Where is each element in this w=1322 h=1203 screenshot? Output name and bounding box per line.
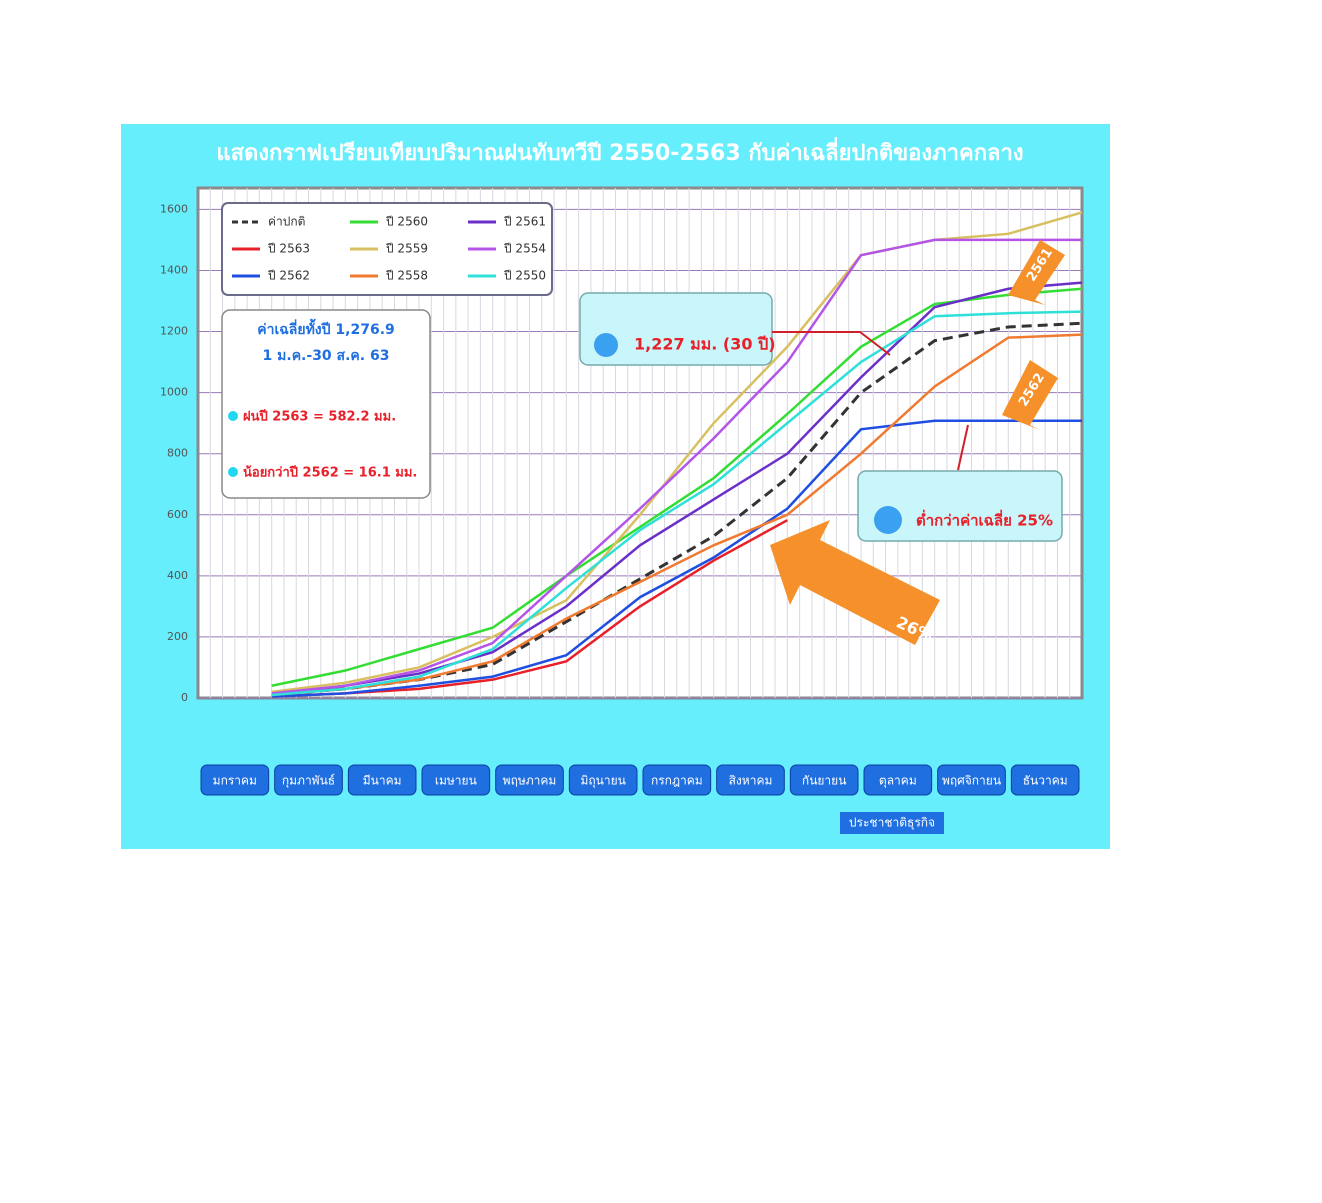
legend-label: ค่าปกติ — [268, 215, 305, 229]
x-tick-label: มิถุนายน — [580, 774, 625, 789]
pointer — [957, 424, 969, 471]
x-tick-label: สิงหาคม — [729, 774, 773, 788]
series-line — [271, 287, 1083, 688]
month-button — [1010, 764, 1080, 796]
info-rain: ฝนปี 2563 = 582.2 มม. — [243, 409, 396, 425]
x-tick-label: ธันวาคม — [1023, 774, 1068, 788]
x-tick-label: ตุลาคม — [879, 774, 917, 789]
cloud-icon — [874, 506, 902, 534]
y-tick-label: 1200 — [160, 325, 188, 338]
series-line — [271, 310, 1083, 697]
arrow — [1008, 240, 1065, 305]
month-button — [347, 764, 417, 796]
x-tick-label: มีนาคม — [363, 774, 402, 788]
source: ประชาชาติธุรกิจ — [849, 816, 935, 831]
month-button — [863, 764, 933, 796]
x-tick-label: เมษายน — [435, 774, 477, 788]
month-button — [568, 764, 638, 796]
month-button — [200, 764, 270, 796]
legend-label: ปี 2550 — [503, 269, 546, 283]
normal-text: 1,227 มม. (30 ปี) — [634, 335, 776, 354]
month-button — [642, 764, 712, 796]
legend-label: ปี 2563 — [267, 242, 310, 256]
arrow — [770, 520, 940, 645]
y-tick-label: 800 — [167, 447, 188, 460]
series-line — [271, 238, 1082, 695]
x-tick-label: พฤศจิกายน — [942, 774, 1001, 788]
series-line — [271, 419, 1082, 698]
legend-label: ปี 2561 — [503, 215, 546, 229]
legend-label: ปี 2562 — [267, 269, 310, 283]
series-line — [271, 333, 1083, 697]
y-tick-label: 1000 — [160, 386, 188, 399]
info-period: 1 ม.ค.-30 ส.ค. 63 — [263, 348, 390, 364]
legend-label: ปี 2554 — [503, 242, 546, 256]
y-tick-label: 0 — [181, 691, 188, 704]
month-button — [421, 764, 491, 796]
cloud-icon — [594, 333, 618, 357]
legend-label: ปี 2558 — [385, 269, 428, 283]
below-box — [857, 470, 1063, 542]
series-line — [271, 281, 1083, 697]
x-tick-label: มกราคม — [213, 774, 257, 788]
bullet — [228, 411, 238, 421]
x-tick-label: พฤษภาคม — [503, 774, 557, 788]
y-tick-label: 1400 — [160, 263, 188, 276]
month-button — [789, 764, 859, 796]
source-badge — [840, 812, 944, 834]
x-tick-label: กรกฎาคม — [651, 774, 703, 788]
month-button — [274, 764, 343, 796]
chart-title: แสดงกราฟเปรียบเทียบปริมาณฝนทับทวีปี 2550… — [216, 136, 1023, 166]
normal-box — [579, 292, 773, 366]
x-tick-label: กุมภาพันธ์ — [282, 774, 335, 789]
bullet — [228, 467, 238, 477]
month-button — [937, 764, 1006, 796]
month-button — [716, 764, 785, 796]
y-tick-label: 200 — [167, 630, 188, 643]
y-tick-label: 600 — [167, 508, 188, 521]
month-button — [495, 764, 564, 796]
arrow — [1002, 360, 1058, 430]
legend — [221, 202, 553, 296]
y-tick-label: 400 — [167, 569, 188, 582]
x-tick-label: กันยายน — [802, 774, 846, 788]
info-mean: ค่าเฉลี่ยทั้งปี 1,276.9 — [257, 318, 395, 338]
pointer — [772, 331, 891, 356]
info-box — [221, 309, 431, 499]
legend-label: ปี 2559 — [385, 242, 428, 256]
below-text: ต่ำกว่าค่าเฉลี่ย 25% — [916, 510, 1053, 530]
legend-label: ปี 2560 — [385, 215, 428, 229]
y-tick-label: 1600 — [160, 202, 188, 215]
info-less: น้อยกว่าปี 2562 = 16.1 มม. — [243, 465, 417, 481]
